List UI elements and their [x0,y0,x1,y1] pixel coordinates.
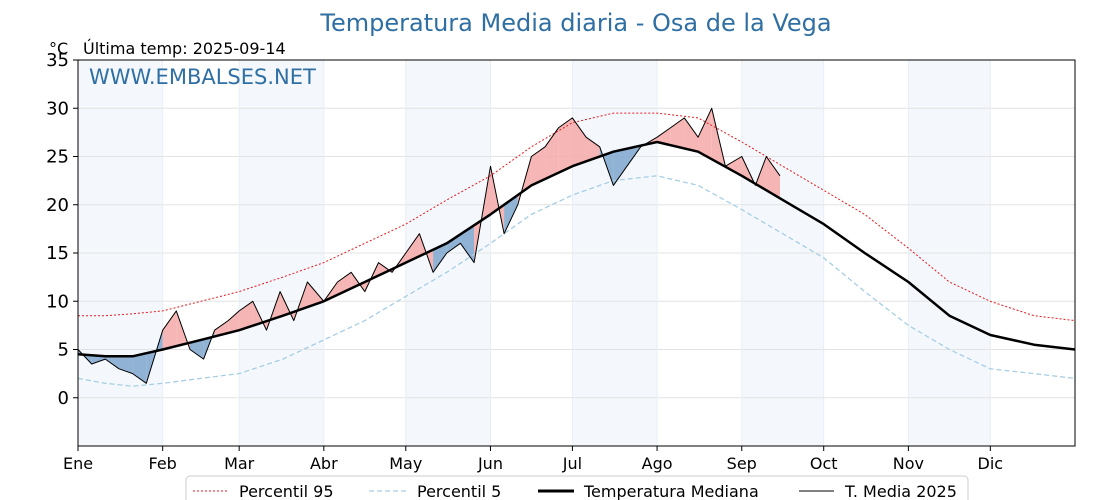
x-tick-label: Feb [149,454,177,473]
anomaly-fill-warm [698,108,712,160]
anomaly-fill-warm [725,156,742,176]
legend: Percentil 95 Percentil 5 Temperatura Med… [185,475,969,500]
anomaly-fill-warm [378,262,393,276]
anomaly-fill-cold [460,225,475,263]
last-temp-label: Última temp: 2025-09-14 [83,39,286,58]
y-tick-label: 15 [46,243,69,264]
y-tick-label: 5 [58,340,69,361]
series-line-2025 [77,107,781,384]
anomaly-fill-warm [405,233,420,263]
anomaly-fill-warm [162,310,177,350]
chart-title: Temperatura Media diaria - Osa de la Veg… [319,9,831,37]
y-tick-label: 10 [46,291,69,312]
anomaly-fill-cold [91,355,106,364]
anomaly-fill-warm [766,156,780,199]
anomaly-fill-warm [586,137,600,162]
x-tick-label: Nov [893,454,924,473]
anomaly-fill-cold [433,243,447,273]
anomaly-fill-warm [214,320,229,337]
x-tick-label: Jun [477,454,503,473]
anomaly-fill-warm [545,127,559,180]
x-tick-label: Abr [310,454,338,473]
series-lines [77,107,1076,387]
x-tick-label: Ene [63,454,93,473]
anomaly-fill-cold [105,356,119,369]
anomaly-fill-cold [613,148,628,186]
series-line-median [77,140,1076,358]
x-tick-label: Jul [562,454,582,473]
x-tick-label: Dic [978,454,1004,473]
legend-label-p5: Percentil 5 [417,482,501,500]
anomaly-fill-warm [228,310,240,333]
anomaly-fill-warm [558,117,573,173]
anomaly-fill-cold [118,356,133,374]
anomaly-fill-warm [239,301,253,331]
x-tick-label: Sep [727,454,757,473]
y-axis: 0 5 10 15 20 25 30 35 [46,50,78,409]
anomaly-fill-warm [684,117,699,152]
x-tick-label: Ago [642,454,673,473]
y-tick-label: 35 [46,50,69,71]
watermark: WWW.EMBALSES.NET [89,65,316,89]
legend-frame [185,475,969,500]
y-tick-label: 30 [46,98,69,119]
series-line-p5 [77,175,1076,387]
anomaly-fill-warm [307,281,324,308]
legend-label-p95: Percentil 95 [239,482,334,500]
y-tick-label: 0 [58,388,69,409]
legend-label-median: Temperatura Mediana [583,482,759,500]
anomaly-fill-cold [446,234,461,253]
unit-label: °C [49,39,68,58]
y-tick-label: 25 [46,147,69,168]
legend-label-2025: T. Media 2025 [844,482,957,500]
x-axis: Ene Feb Mar Abr May Jun Jul Ago Sep Oct Nov Dic [63,446,1003,473]
x-tick-label: Mar [224,454,255,473]
anomaly-fill-warm [572,117,587,167]
x-tick-label: Oct [810,454,838,473]
anomaly-fill-warm [531,146,546,186]
series-line-p95 [78,112,1076,322]
anomaly-fill-cold [189,339,204,360]
x-tick-label: May [389,454,422,473]
anomaly-fill-warm [657,127,671,146]
y-tick-label: 20 [46,195,69,216]
anomaly-fill-cold [504,195,518,234]
